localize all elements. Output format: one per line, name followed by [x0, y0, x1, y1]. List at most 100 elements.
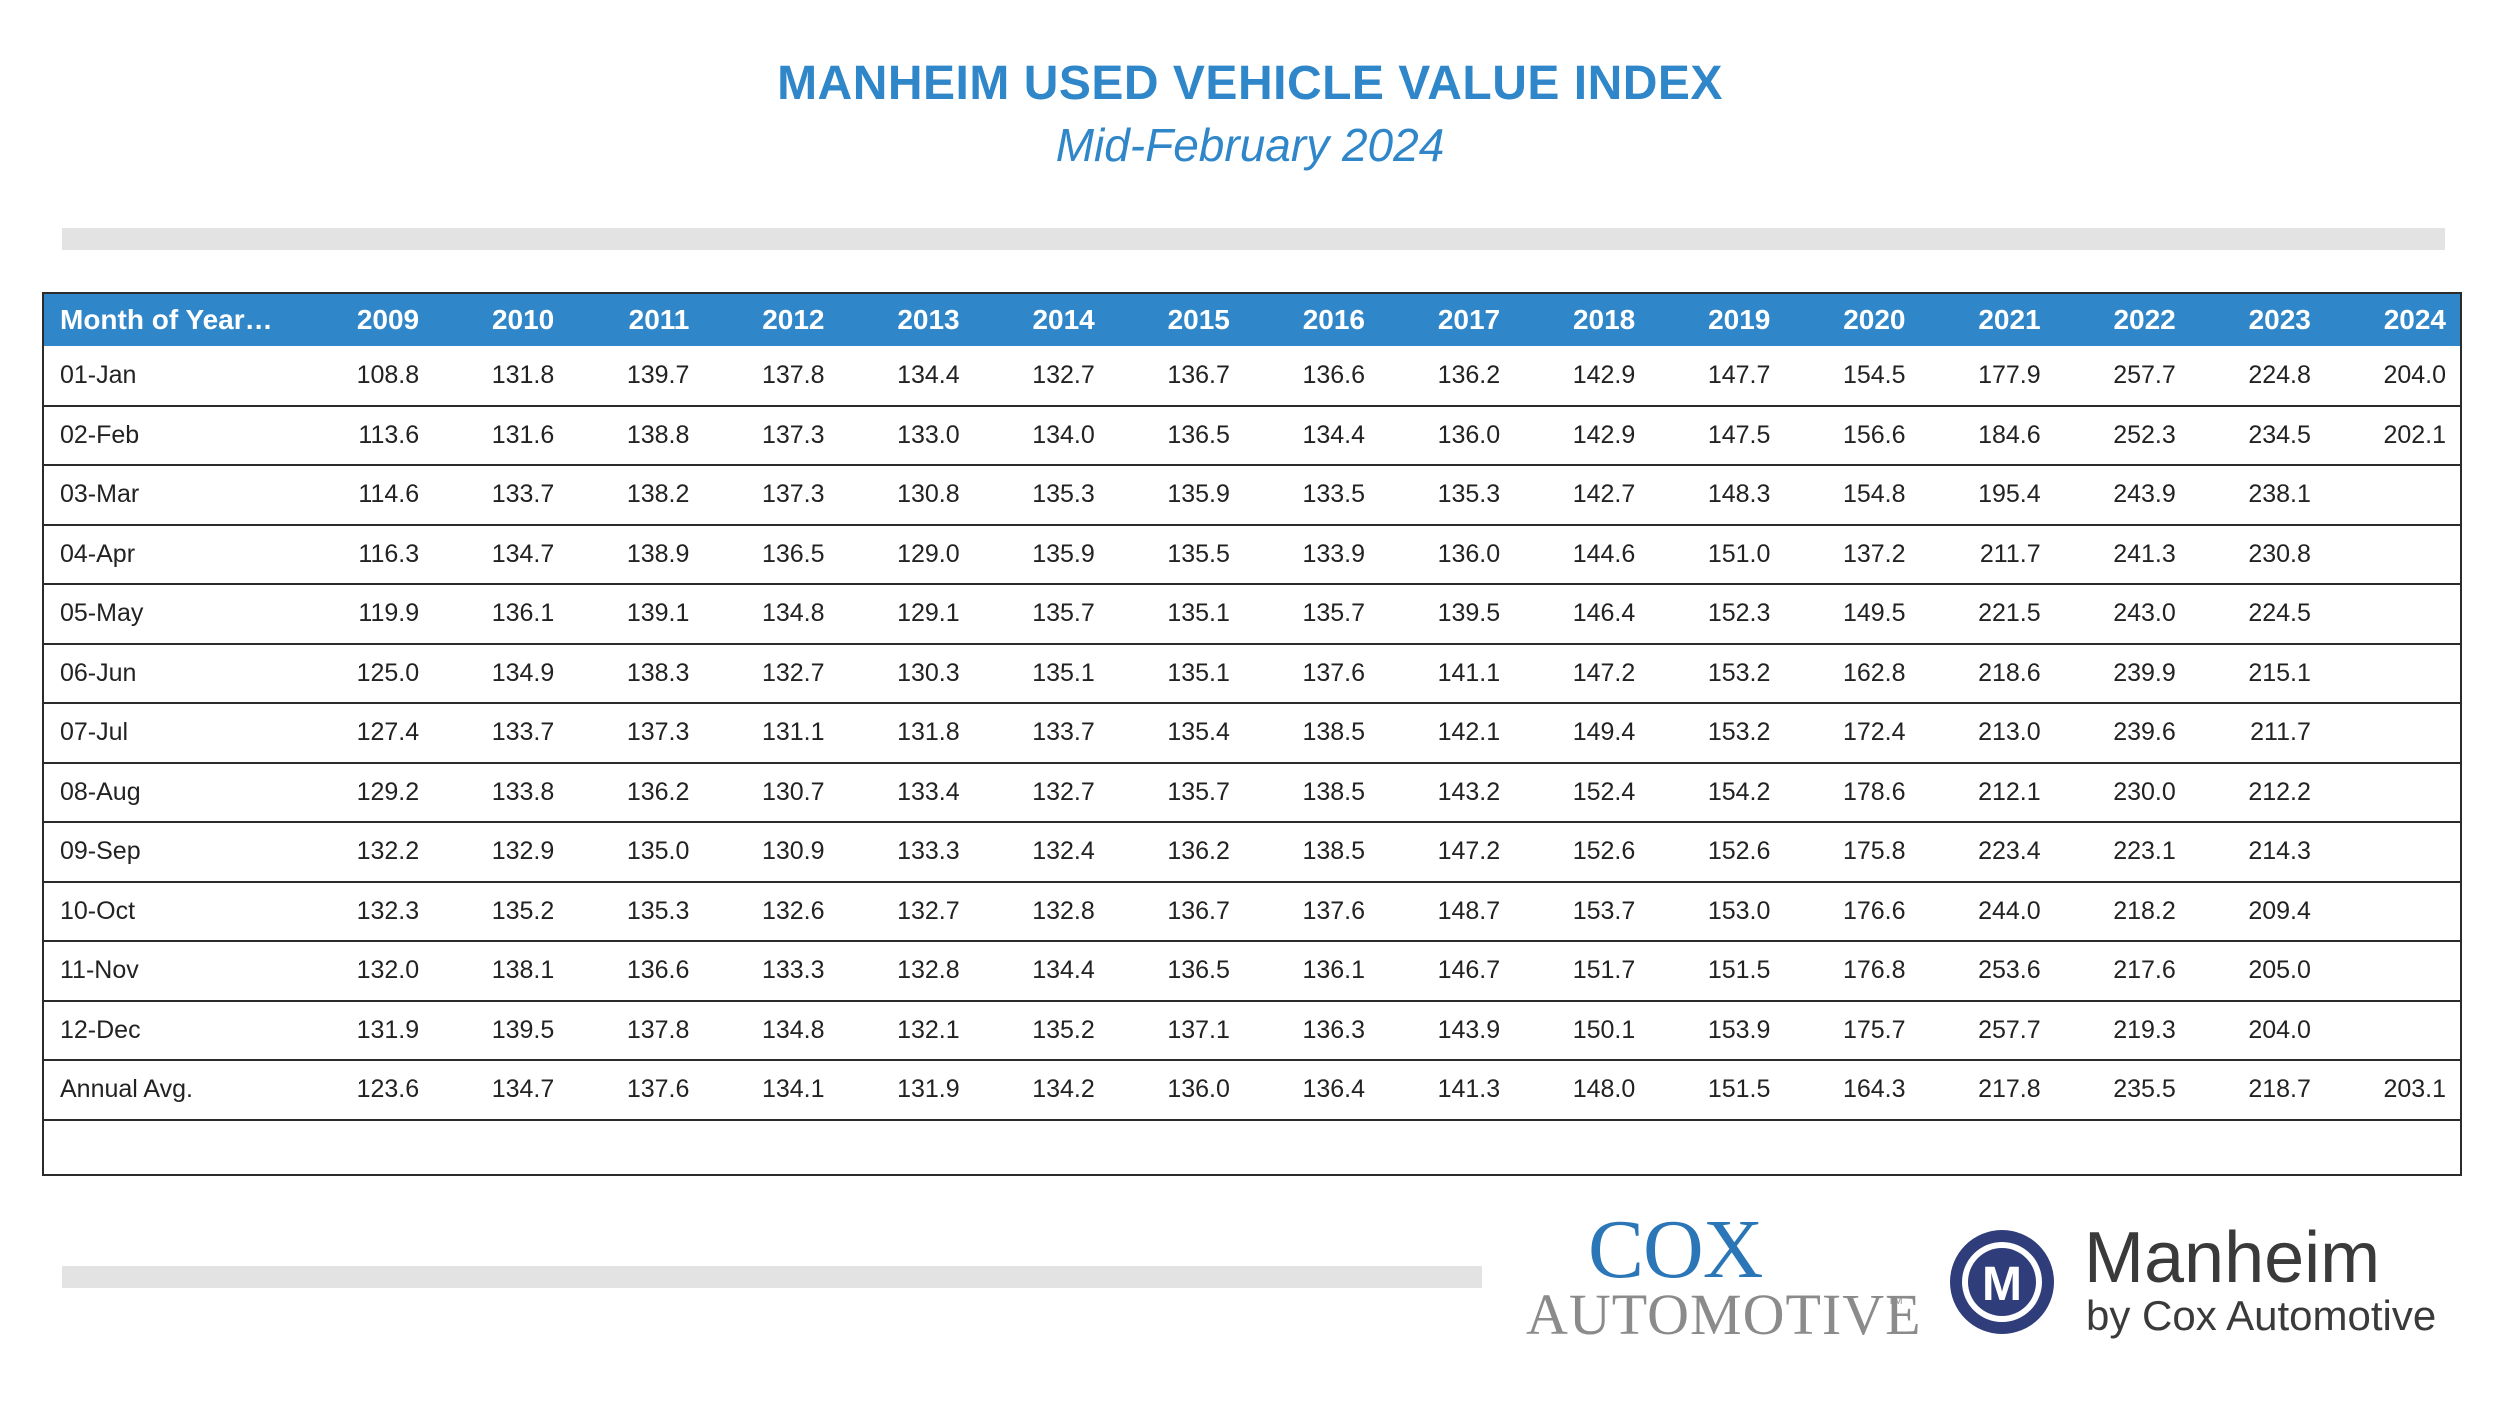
value-cell: 139.5 — [433, 1000, 569, 1061]
header-year-2021: 2021 — [1978, 304, 2041, 335]
value-cell: 152.6 — [1514, 822, 1650, 883]
value-cell: 148.0 — [1514, 1060, 1650, 1121]
value-cell: 127.4 — [298, 703, 434, 764]
value-cell: 175.7 — [1784, 1000, 1920, 1061]
value-cell: 152.4 — [1514, 762, 1650, 823]
table-row: 09-Sep 132.2 132.9 135.0 130.9 133.3 132.4 136.… — [44, 822, 2460, 883]
value-cell: 134.8 — [703, 584, 839, 645]
value-cell: 138.8 — [568, 405, 704, 466]
value-cell: 176.8 — [1784, 941, 1920, 1002]
manheim-logo-subtitle: by Cox Automotive — [2086, 1292, 2437, 1339]
value-cell: 137.1 — [1108, 1000, 1244, 1061]
value-cell: 136.4 — [1243, 1060, 1379, 1121]
value-cell: 142.9 — [1514, 346, 1650, 407]
value-cell: 134.8 — [703, 1000, 839, 1061]
header-year-2023: 2023 — [2248, 304, 2311, 335]
value-cell: 138.5 — [1243, 703, 1379, 764]
value-cell: 212.2 — [2189, 762, 2325, 823]
value-cell: 152.6 — [1649, 822, 1785, 883]
table-header-row: Month of Year… 2009 2010 2011 2012 2013 2014 20… — [44, 294, 2460, 346]
value-cell: 147.5 — [1649, 405, 1785, 466]
value-cell: 108.8 — [298, 346, 434, 407]
value-cell: 135.3 — [568, 881, 704, 942]
value-cell: 134.7 — [433, 524, 569, 585]
value-cell: 135.3 — [1379, 465, 1515, 526]
value-cell: 138.2 — [568, 465, 704, 526]
row-label: 11-Nov — [44, 941, 298, 1002]
value-cell: 135.2 — [433, 881, 569, 942]
page-subtitle: Mid-February 2024 — [1055, 119, 1445, 171]
value-cell: 151.5 — [1649, 941, 1785, 1002]
value-cell: 135.5 — [1108, 524, 1244, 585]
value-cell: 135.9 — [973, 524, 1109, 585]
value-cell: 134.4 — [838, 346, 974, 407]
value-cell: 238.1 — [2189, 465, 2325, 526]
header-year-2012: 2012 — [762, 304, 825, 335]
value-cell: 134.2 — [973, 1060, 1109, 1121]
value-cell: 136.1 — [433, 584, 569, 645]
value-cell: 135.1 — [973, 643, 1109, 704]
header-year-2020: 2020 — [1843, 304, 1906, 335]
value-cell: 147.2 — [1379, 822, 1515, 883]
value-cell: 136.0 — [1379, 524, 1515, 585]
value-cell: 151.0 — [1649, 524, 1785, 585]
value-cell: 230.8 — [2189, 524, 2325, 585]
value-cell: 224.5 — [2189, 584, 2325, 645]
value-cell: 148.3 — [1649, 465, 1785, 526]
row-label: 04-Apr — [44, 524, 298, 585]
cox-logo-trademark: TM — [1888, 1296, 1903, 1307]
value-cell: 176.6 — [1784, 881, 1920, 942]
value-cell: 152.3 — [1649, 584, 1785, 645]
value-cell: 146.4 — [1514, 584, 1650, 645]
value-cell: 136.0 — [1108, 1060, 1244, 1121]
value-cell: 133.3 — [838, 822, 974, 883]
value-cell: 131.8 — [838, 703, 974, 764]
value-cell: 129.2 — [298, 762, 434, 823]
value-cell: 221.5 — [1919, 584, 2055, 645]
cox-logo-top: COX — [1588, 1203, 1763, 1296]
value-cell: 135.9 — [1108, 465, 1244, 526]
value-cell: 132.2 — [298, 822, 434, 883]
value-cell: 139.7 — [568, 346, 704, 407]
value-cell: 154.8 — [1784, 465, 1920, 526]
value-cell: 143.2 — [1379, 762, 1515, 823]
value-cell: 134.7 — [433, 1060, 569, 1121]
value-cell: 130.7 — [703, 762, 839, 823]
value-cell: 230.0 — [2054, 762, 2190, 823]
value-cell: 148.7 — [1379, 881, 1515, 942]
value-cell: 217.6 — [2054, 941, 2190, 1002]
value-cell: 136.0 — [1379, 405, 1515, 466]
value-cell: 153.2 — [1649, 703, 1785, 764]
value-cell: 132.0 — [298, 941, 434, 1002]
value-cell — [2324, 881, 2460, 942]
value-cell: 134.4 — [973, 941, 1109, 1002]
value-cell: 138.5 — [1243, 762, 1379, 823]
value-cell — [2324, 584, 2460, 645]
table-row: 02-Feb 113.6 131.6 138.8 137.3 133.0 134.0 136.… — [44, 405, 2460, 466]
value-cell: 151.7 — [1514, 941, 1650, 1002]
value-cell: 253.6 — [1919, 941, 2055, 1002]
value-cell: 209.4 — [2189, 881, 2325, 942]
value-cell: 132.3 — [298, 881, 434, 942]
value-cell: 137.8 — [568, 1000, 704, 1061]
value-cell — [2324, 465, 2460, 526]
page-title: MANHEIM USED VEHICLE VALUE INDEX — [777, 57, 1723, 110]
row-label: 10-Oct — [44, 881, 298, 942]
value-cell: 142.7 — [1514, 465, 1650, 526]
value-cell: 132.8 — [838, 941, 974, 1002]
value-cell: 239.9 — [2054, 643, 2190, 704]
value-cell: 184.6 — [1919, 405, 2055, 466]
value-cell: 133.7 — [973, 703, 1109, 764]
value-cell: 153.7 — [1514, 881, 1650, 942]
value-cell: 218.7 — [2189, 1060, 2325, 1121]
value-cell: 135.7 — [1108, 762, 1244, 823]
value-cell: 136.6 — [568, 941, 704, 1002]
value-cell: 136.7 — [1108, 881, 1244, 942]
row-label: 01-Jan — [44, 346, 298, 407]
value-cell: 133.9 — [1243, 524, 1379, 585]
header-year-2019: 2019 — [1708, 304, 1771, 335]
value-cell: 131.8 — [433, 346, 569, 407]
value-cell — [2324, 762, 2460, 823]
table-row: 01-Jan 108.8 131.8 139.7 137.8 134.4 132.7 136.… — [44, 346, 2460, 407]
header-year-2011: 2011 — [628, 304, 690, 335]
